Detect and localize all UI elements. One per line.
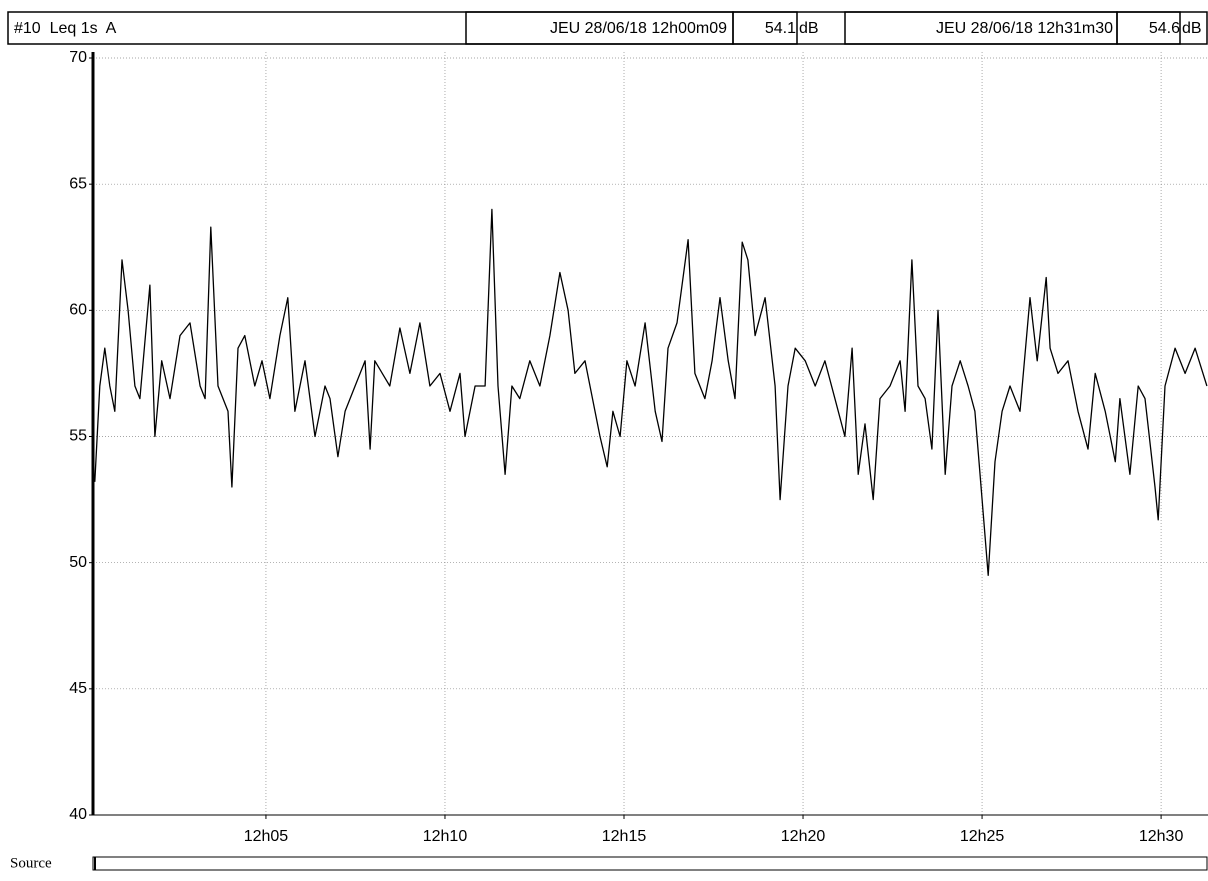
y-tick-label: 70: [69, 49, 87, 66]
data-line: [94, 208, 1208, 576]
start-time: JEU 28/06/18 12h00m09: [550, 20, 727, 37]
header-bar: [7, 11, 1208, 45]
x-tick-label: 12h20: [781, 828, 826, 845]
footer-label: Source: [10, 855, 52, 871]
x-tick-label: 12h25: [960, 828, 1005, 845]
x-tick-label: 12h30: [1139, 828, 1184, 845]
x-tick-label: 12h15: [602, 828, 647, 845]
start-value: 54.1: [765, 20, 796, 37]
end-unit: dB: [1182, 20, 1202, 37]
end-time: JEU 28/06/18 12h31m30: [936, 20, 1113, 37]
end-value: 54.6: [1149, 20, 1180, 37]
header-label: #10 Leq 1s A: [14, 20, 117, 37]
x-tick-label: 12h10: [423, 828, 468, 845]
source-bar: [92, 856, 1208, 871]
y-tick-label: 55: [69, 428, 87, 445]
start-unit: dB: [799, 20, 819, 37]
y-tick-label: 60: [69, 302, 87, 319]
y-tick-label: 45: [69, 680, 87, 697]
y-tick-label: 40: [69, 806, 87, 823]
start-value-box: [732, 11, 798, 45]
end-value-box: [1116, 11, 1181, 45]
y-tick-label: 50: [69, 554, 87, 571]
x-tick-label: 12h05: [244, 828, 289, 845]
y-tick-label: 65: [69, 175, 87, 192]
